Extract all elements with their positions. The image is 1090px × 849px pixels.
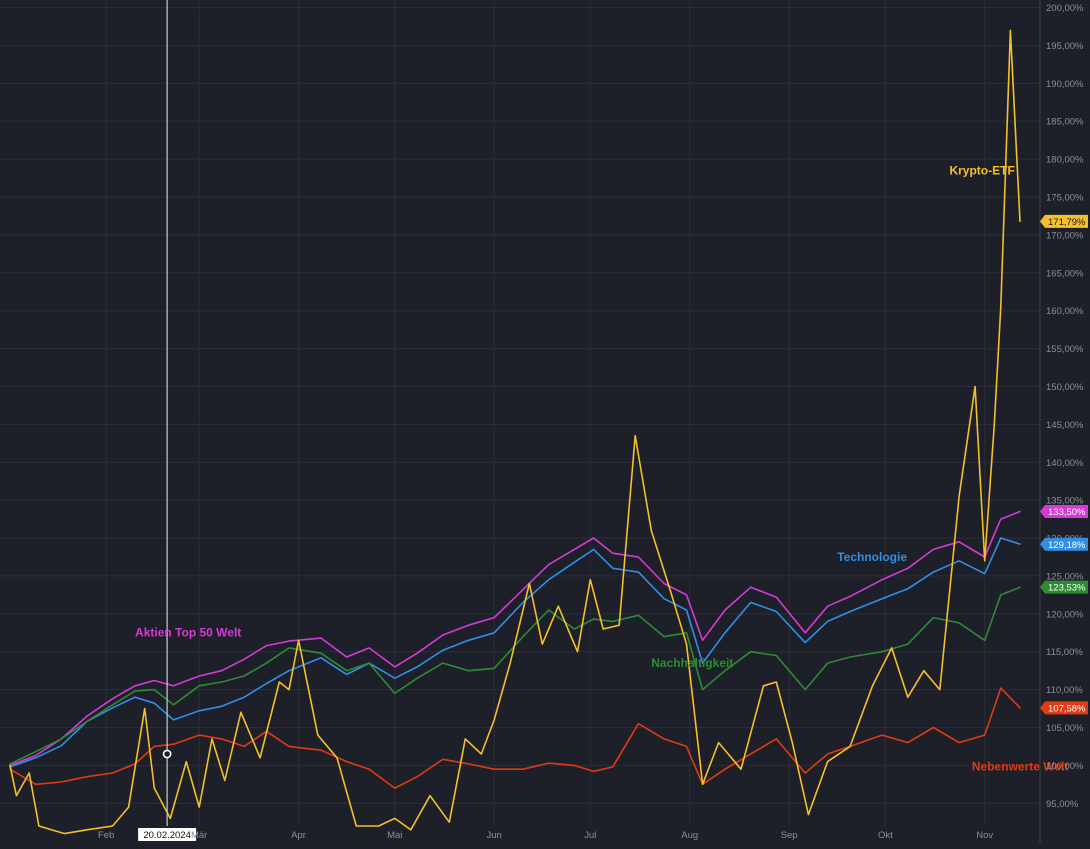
x-tick-label: Mär	[191, 830, 207, 841]
last-value-label: 123,53%	[1048, 583, 1086, 594]
last-value-tag-bg	[1040, 214, 1088, 228]
x-tick-label: Okt	[878, 830, 893, 841]
series-line-4[interactable]	[9, 29, 1021, 835]
y-tick-label: 135,00%	[1046, 496, 1084, 507]
series-annotations: Krypto-ETF Technologie Aktien Top 50 Welt N…	[135, 163, 1068, 773]
x-tick-label: Aug	[681, 830, 698, 841]
last-value-tag-1: 129,18%	[1040, 537, 1088, 551]
y-tick-label: 165,00%	[1046, 268, 1084, 279]
series-annotation: Aktien Top 50 Welt	[135, 626, 241, 640]
last-value-label: 107,58%	[1048, 703, 1086, 714]
x-tick-label: Sep	[781, 830, 798, 841]
last-value-tag-bg	[1040, 505, 1088, 519]
x-tick-label: Apr	[291, 830, 306, 841]
y-tick-label: 150,00%	[1046, 382, 1084, 393]
y-tick-label: 125,00%	[1046, 571, 1084, 582]
series-line-2[interactable]	[9, 586, 1021, 765]
crosshair-date-label: 20.02.2024	[143, 830, 191, 841]
last-value-label: 129,18%	[1048, 540, 1086, 551]
y-tick-label: 100,00%	[1046, 761, 1084, 772]
last-value-tag-0: 133,50%	[1040, 505, 1088, 519]
y-tick-label: 105,00%	[1046, 723, 1084, 734]
x-tick-label: Mai	[387, 830, 402, 841]
series-line-1[interactable]	[9, 537, 1021, 768]
series-annotation: Technologie	[837, 550, 907, 564]
y-tick-label: 175,00%	[1046, 193, 1084, 204]
crosshair: 20.02.2024	[138, 0, 197, 841]
last-value-tag-4: 171,79%	[1040, 214, 1088, 228]
last-value-tag-2: 123,53%	[1040, 580, 1088, 594]
series-lines	[9, 29, 1021, 835]
y-tick-label: 140,00%	[1046, 458, 1084, 469]
y-tick-label: 115,00%	[1046, 647, 1083, 658]
y-tick-label: 110,00%	[1046, 685, 1083, 696]
y-tick-label: 95,00%	[1046, 799, 1079, 810]
y-tick-label: 195,00%	[1046, 41, 1084, 52]
y-tick-label: 160,00%	[1046, 306, 1084, 317]
series-line-0[interactable]	[9, 510, 1021, 767]
crosshair-marker	[162, 749, 172, 759]
y-tick-label: 145,00%	[1046, 420, 1084, 431]
y-tick-label: 200,00%	[1046, 3, 1084, 14]
series-annotation: Nachhaltigkeit	[651, 656, 733, 670]
y-tick-label: 185,00%	[1046, 117, 1084, 128]
y-tick-label: 170,00%	[1046, 230, 1084, 241]
last-value-label: 171,79%	[1048, 217, 1086, 228]
last-value-tag-bg	[1040, 537, 1088, 551]
x-tick-label: Jul	[584, 830, 596, 841]
grid	[0, 0, 1040, 826]
x-tick-label: Nov	[976, 830, 993, 841]
y-tick-label: 155,00%	[1046, 344, 1084, 355]
crosshair-date-box	[138, 828, 197, 841]
y-tick-label: 180,00%	[1046, 155, 1084, 166]
last-value-label: 133,50%	[1048, 507, 1086, 518]
last-value-tag-3: 107,58%	[1040, 701, 1088, 715]
series-annotation: Krypto-ETF	[949, 163, 1014, 177]
x-tick-label: Jun	[486, 830, 501, 841]
series-annotation: Nebenwerte Welt	[972, 760, 1068, 774]
x-tick-label: Feb	[98, 830, 114, 841]
y-tick-label: 190,00%	[1046, 79, 1084, 90]
last-value-tag-bg	[1040, 701, 1088, 715]
y-tick-label: 120,00%	[1046, 609, 1084, 620]
axes: 95,00% 100,00% 105,00% 110,00% 115,00% 120,00…	[98, 0, 1088, 844]
last-value-tag-bg	[1040, 580, 1088, 594]
